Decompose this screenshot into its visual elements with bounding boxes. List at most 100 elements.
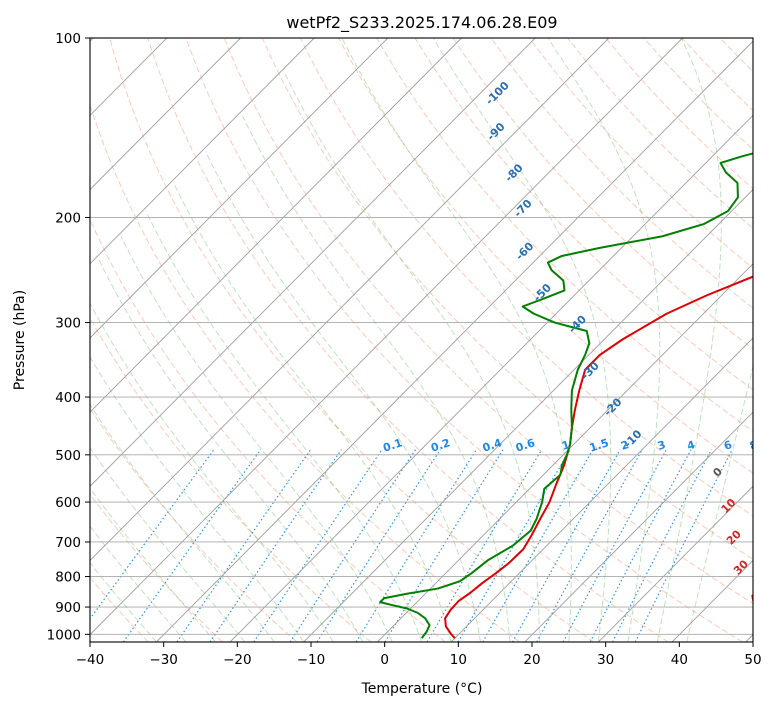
dry-adiabat (90, 218, 446, 642)
y-tick-label: 800 (55, 570, 81, 586)
mixing-ratio-label: 4 (685, 438, 697, 453)
mixing-ratio-line (289, 449, 417, 642)
mixing-ratio-line (562, 449, 667, 642)
mixing-ratio-lines (90, 449, 733, 642)
moist-adiabat (205, 151, 482, 642)
y-tick-label: 900 (55, 600, 81, 616)
dry-adiabat (414, 38, 753, 391)
dry-adiabat (90, 316, 372, 642)
x-tick-label: 20 (523, 652, 540, 668)
isotherm-line (524, 411, 753, 642)
moist-adiabat (90, 403, 275, 642)
mixing-ratio-line (176, 449, 312, 642)
moist-adiabat (432, 38, 612, 642)
dry-adiabat (90, 576, 149, 642)
dry-adiabat (300, 38, 753, 517)
moist-adiabat (90, 562, 157, 642)
y-tick-label: 500 (55, 448, 81, 464)
isotherm-line (90, 38, 389, 339)
moist-adiabat (98, 259, 364, 642)
y-tick-label: 700 (55, 535, 81, 551)
sounding-series (379, 152, 753, 639)
y-tick-label: 1000 (47, 627, 81, 643)
mixing-ratio-label: 0.4 (481, 436, 504, 454)
y-tick-label: 200 (55, 211, 81, 227)
isotherms (90, 38, 753, 642)
isotherm-line (90, 38, 241, 191)
mixing-ratio-label: 1 (560, 438, 571, 453)
x-tick-label: 30 (597, 652, 614, 668)
isotherm-line (90, 38, 536, 487)
moist-adiabats (90, 38, 753, 642)
dry-adiabat (109, 38, 595, 642)
x-axis: −40 −30 −20 −10 0 10 20 30 40 50 (76, 642, 762, 668)
temperature-profile (444, 275, 753, 639)
isotherm-line (90, 38, 610, 562)
x-tick-label: −40 (76, 652, 105, 668)
mixing-ratio-line (355, 449, 477, 642)
moist-adiabat (120, 236, 393, 642)
isotherm-line (450, 337, 753, 642)
isotherm-line (598, 485, 753, 642)
y-tick-label: 600 (55, 495, 81, 511)
y-tick-label: 100 (55, 31, 81, 47)
mixing-ratio-line (122, 449, 262, 642)
isotherm-line (303, 188, 753, 642)
mixing-ratio-label: 3 (656, 438, 667, 453)
mixing-ratio-label: 0.2 (429, 436, 452, 454)
mixing-ratio-label: 1.5 (588, 436, 611, 454)
x-tick-label: −20 (223, 652, 252, 668)
moist-adiabat (284, 73, 540, 642)
dry-adiabat (90, 407, 298, 642)
moist-adiabat (90, 355, 305, 642)
y-tick-label: 300 (55, 316, 81, 332)
mixing-ratio-label: 8 (748, 438, 759, 453)
mixing-ratio-label: 0.6 (514, 436, 537, 454)
dewpoint-profile (379, 152, 753, 639)
moist-adiabat (90, 446, 246, 642)
mixing-ratio-label: 2 (619, 438, 630, 453)
isotherm-line (377, 263, 753, 642)
dry-adiabat (261, 38, 753, 560)
mixing-ratio-line (426, 449, 543, 642)
dry-adiabat (147, 38, 669, 642)
dry-adiabat (452, 38, 753, 350)
x-tick-label: 40 (671, 652, 688, 668)
x-tick-label: 0 (380, 652, 389, 668)
mixing-ratio-line (316, 449, 441, 642)
moist-adiabat (241, 115, 511, 642)
x-axis-label: Temperature (°C) (361, 681, 483, 697)
dry-adiabat (90, 103, 520, 642)
isobar-gridlines (90, 38, 753, 635)
moist-adiabat (341, 38, 572, 642)
dry-adiabat (223, 38, 753, 605)
moist-adiabat (90, 525, 187, 642)
plot-frame (89, 37, 754, 643)
isotherm-line (90, 38, 683, 636)
mixing-ratio-line (253, 449, 383, 642)
mixing-ratio-label: 0.1 (381, 436, 404, 454)
chart-title: wetPf2_S233.2025.174.06.28.E09 (286, 13, 557, 33)
y-axis: 100 200 300 400 500 600 700 800 900 1000 (47, 31, 90, 643)
y-axis-label: Pressure (hPa) (12, 290, 28, 390)
isotherm-line (156, 40, 753, 642)
moist-adiabat (173, 182, 452, 642)
dry-adiabat (185, 38, 743, 642)
x-tick-label: 50 (744, 652, 761, 668)
moist-adiabat (145, 210, 423, 642)
moist-adiabat (547, 38, 661, 642)
mixing-ratio-line (536, 449, 643, 642)
mixing-ratio-line (589, 449, 692, 642)
x-tick-label: −30 (149, 652, 178, 668)
isotherm-label: 40 (747, 586, 767, 606)
dry-adiabats (90, 38, 753, 642)
isotherm-line (90, 38, 462, 413)
mixing-ratio-line (612, 449, 713, 642)
plot-area: -100-90-80-70-60-50-40-30-20-100.1 0.2 0.4… (90, 38, 767, 642)
y-tick-label: 400 (55, 390, 81, 406)
moist-adiabat (90, 487, 216, 642)
x-tick-label: 10 (450, 652, 467, 668)
mixing-ratio-line (209, 449, 342, 642)
isotherm-line (90, 38, 315, 265)
